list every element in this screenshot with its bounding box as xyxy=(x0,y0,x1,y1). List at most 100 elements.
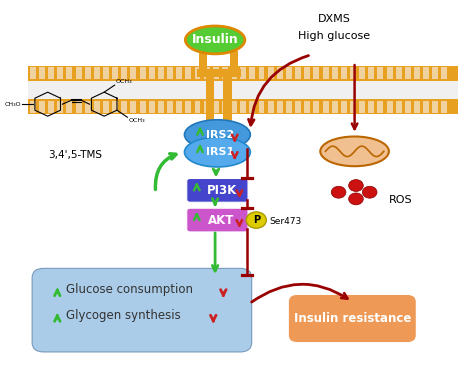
Bar xyxy=(368,101,374,113)
Bar xyxy=(39,101,45,113)
Bar xyxy=(377,101,383,113)
Bar xyxy=(75,101,82,113)
Bar xyxy=(432,67,438,79)
Bar xyxy=(423,101,429,113)
Bar xyxy=(94,67,100,79)
Bar xyxy=(249,101,255,113)
Bar xyxy=(432,101,438,113)
Bar xyxy=(222,101,228,113)
Bar xyxy=(213,67,219,79)
Text: Glucose consumption: Glucose consumption xyxy=(66,284,193,296)
Bar xyxy=(277,67,283,79)
Bar xyxy=(199,53,207,70)
Bar xyxy=(304,67,310,79)
Bar xyxy=(323,67,328,79)
Bar xyxy=(57,67,63,79)
Bar xyxy=(197,69,241,77)
Text: Insulin resistance: Insulin resistance xyxy=(293,312,411,325)
Ellipse shape xyxy=(320,136,389,166)
Text: High glucose: High glucose xyxy=(298,31,370,41)
Bar xyxy=(286,67,292,79)
Bar xyxy=(213,101,219,113)
Bar xyxy=(176,67,182,79)
Bar xyxy=(277,101,283,113)
Bar xyxy=(27,100,457,114)
Bar xyxy=(332,101,337,113)
Bar xyxy=(149,67,155,79)
Ellipse shape xyxy=(185,26,245,54)
Text: P: P xyxy=(253,215,260,225)
Bar xyxy=(414,101,420,113)
Bar xyxy=(350,101,356,113)
Bar xyxy=(27,66,457,81)
Bar xyxy=(39,67,45,79)
Bar xyxy=(121,67,128,79)
Bar xyxy=(231,101,237,113)
FancyBboxPatch shape xyxy=(32,268,252,352)
Bar xyxy=(396,101,401,113)
Ellipse shape xyxy=(184,137,250,167)
Bar xyxy=(268,101,273,113)
Bar xyxy=(112,101,118,113)
Bar xyxy=(194,101,201,113)
Bar xyxy=(204,101,210,113)
Bar xyxy=(48,67,54,79)
Bar xyxy=(368,67,374,79)
Bar xyxy=(387,67,392,79)
Bar xyxy=(103,67,109,79)
Bar xyxy=(27,81,457,100)
Bar xyxy=(167,101,173,113)
Bar xyxy=(158,67,164,79)
Bar xyxy=(230,51,238,54)
Bar xyxy=(185,67,191,79)
Text: CH₃O: CH₃O xyxy=(4,102,21,107)
Bar xyxy=(85,67,91,79)
Bar xyxy=(140,67,146,79)
Bar xyxy=(396,67,401,79)
Bar xyxy=(268,67,273,79)
Bar xyxy=(332,67,337,79)
Text: OCH₃: OCH₃ xyxy=(116,80,132,84)
Bar xyxy=(158,101,164,113)
Circle shape xyxy=(349,179,363,192)
Bar xyxy=(414,67,420,79)
Bar xyxy=(249,67,255,79)
Text: DXMS: DXMS xyxy=(318,14,350,25)
Bar xyxy=(48,101,54,113)
Bar xyxy=(387,101,392,113)
Bar xyxy=(121,101,128,113)
FancyBboxPatch shape xyxy=(187,208,248,232)
Bar xyxy=(149,101,155,113)
Bar xyxy=(304,101,310,113)
Bar xyxy=(140,101,146,113)
Circle shape xyxy=(331,186,346,198)
Text: Glycogen synthesis: Glycogen synthesis xyxy=(66,309,181,322)
Bar xyxy=(112,67,118,79)
Bar xyxy=(286,101,292,113)
Bar xyxy=(231,67,237,79)
Text: PI3K: PI3K xyxy=(207,184,237,197)
Bar xyxy=(66,67,73,79)
Bar xyxy=(313,101,319,113)
Bar xyxy=(441,101,447,113)
Bar xyxy=(30,101,36,113)
Bar xyxy=(94,101,100,113)
Bar xyxy=(377,67,383,79)
Ellipse shape xyxy=(184,120,250,150)
Bar xyxy=(441,67,447,79)
Text: IRS2: IRS2 xyxy=(206,130,234,139)
FancyBboxPatch shape xyxy=(288,294,416,343)
Bar xyxy=(194,67,201,79)
Bar xyxy=(258,67,264,79)
Bar xyxy=(222,67,228,79)
Circle shape xyxy=(362,186,377,198)
Bar xyxy=(313,67,319,79)
Text: Ser473: Ser473 xyxy=(269,217,301,226)
FancyBboxPatch shape xyxy=(187,178,248,202)
Bar xyxy=(258,101,264,113)
Bar xyxy=(240,101,246,113)
Bar xyxy=(30,67,36,79)
Bar xyxy=(295,67,301,79)
Bar xyxy=(423,67,429,79)
Bar xyxy=(240,67,246,79)
